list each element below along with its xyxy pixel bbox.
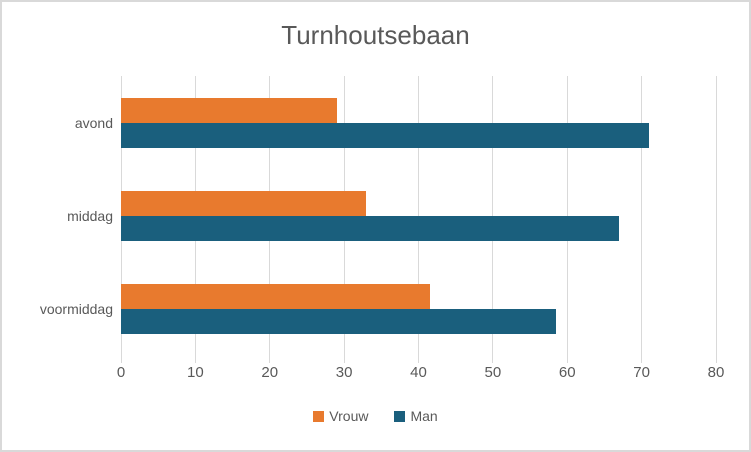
- gridline-70: [641, 76, 643, 356]
- legend: Vrouw Man: [2, 408, 749, 424]
- x-tick-label-10: 10: [187, 364, 204, 381]
- x-tick-10: [194, 356, 196, 363]
- bar-vrouw-voormiddag: [121, 284, 430, 310]
- x-tick-label-70: 70: [633, 364, 650, 381]
- gridline-80: [715, 76, 717, 356]
- bar-man-middag: [121, 216, 620, 241]
- x-tick-label-80: 80: [707, 364, 725, 381]
- legend-swatch-man: [394, 410, 406, 422]
- chart-title: Turnhoutsebaan: [281, 20, 470, 50]
- x-tick-60: [566, 356, 568, 363]
- x-tick-70: [641, 356, 643, 363]
- x-tick-label-0: 0: [116, 364, 126, 381]
- category-label-voormiddag: voormiddag: [39, 301, 113, 318]
- legend-item-vrouw: Vrouw: [313, 408, 368, 424]
- x-tick-40: [418, 356, 419, 363]
- bar-man-avond: [121, 122, 650, 148]
- x-tick-30: [343, 356, 345, 363]
- bar-vrouw-avond: [121, 97, 337, 123]
- x-tick-80: [715, 356, 717, 363]
- bar-vrouw-middag: [121, 191, 367, 216]
- legend-label-man: Man: [410, 408, 438, 424]
- x-tick-label-50: 50: [484, 364, 502, 381]
- legend-label-vrouw: Vrouw: [329, 408, 369, 424]
- category-label-avond: avond: [74, 114, 113, 131]
- x-tick-50: [492, 356, 494, 363]
- x-tick-label-20: 20: [261, 364, 279, 381]
- bar-man-voormiddag: [121, 309, 557, 335]
- x-tick-label-40: 40: [410, 364, 427, 381]
- plot-area: [120, 76, 717, 363]
- x-tick-label-30: 30: [335, 364, 353, 381]
- legend-item-man: Man: [394, 408, 438, 424]
- x-tick-0: [120, 356, 122, 363]
- legend-swatch-vrouw: [313, 410, 325, 422]
- category-label-middag: middag: [67, 208, 113, 224]
- x-tick-label-60: 60: [558, 364, 576, 381]
- x-tick-20: [269, 356, 271, 363]
